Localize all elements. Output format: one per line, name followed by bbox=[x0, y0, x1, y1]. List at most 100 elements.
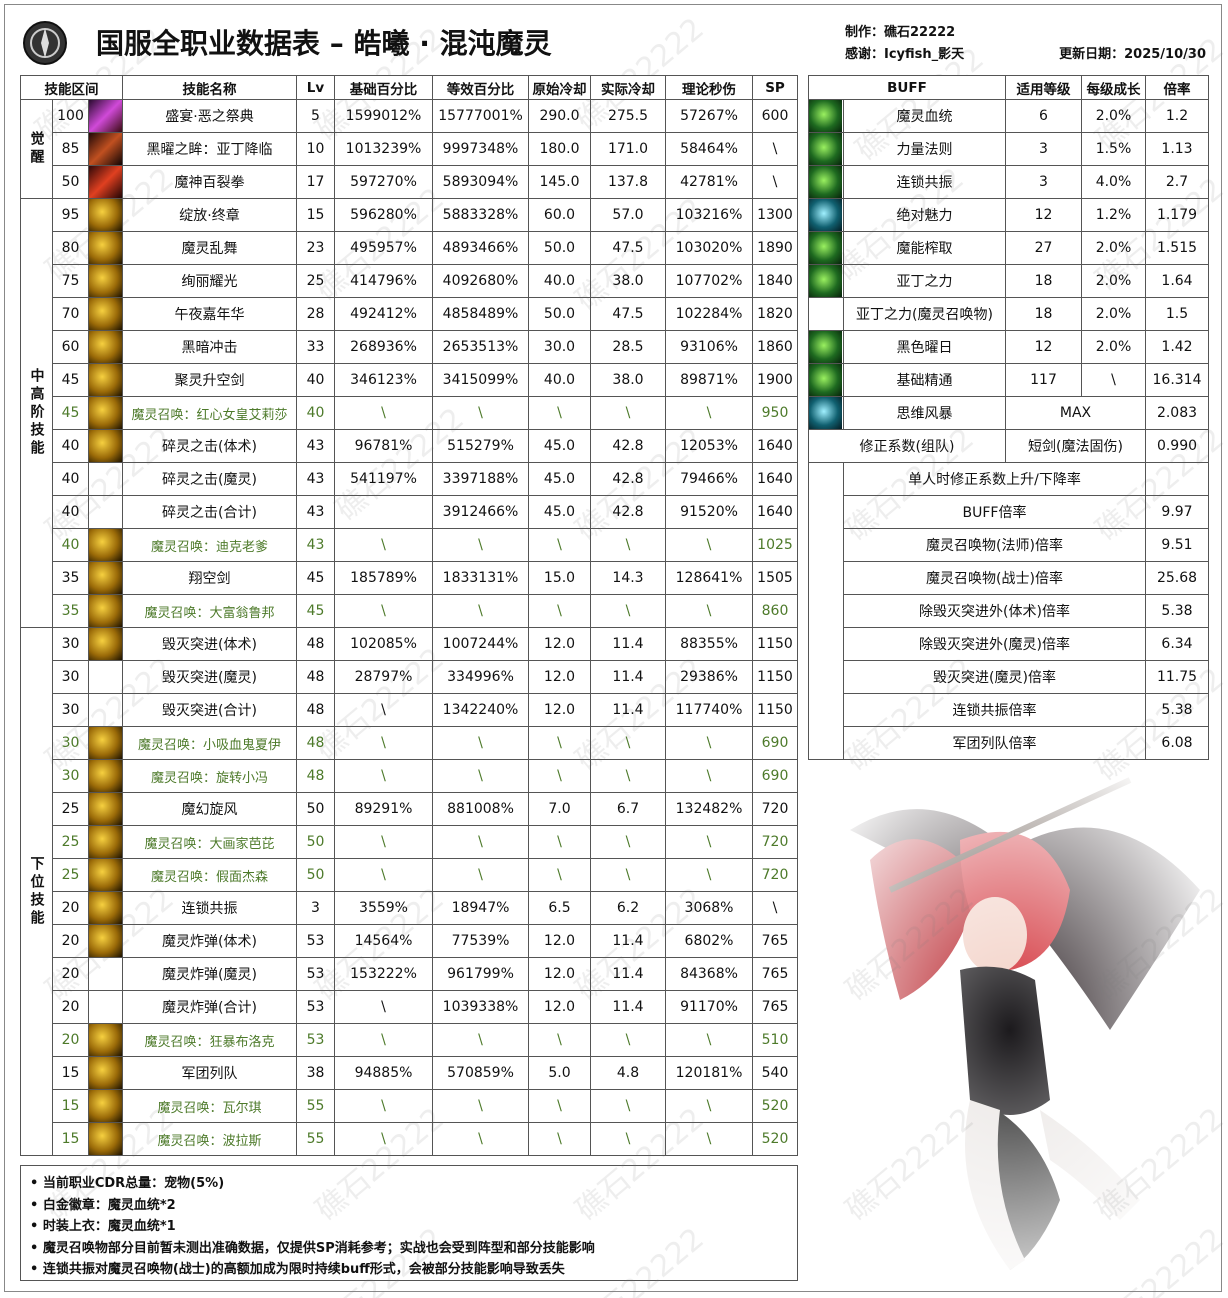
skill-cell: 18947% bbox=[432, 891, 529, 925]
skill-cell: 15 bbox=[52, 1122, 89, 1156]
skill-cell bbox=[334, 495, 433, 529]
skill-cell: 11.4 bbox=[590, 990, 666, 1024]
buff-growth: \ bbox=[1081, 363, 1146, 397]
skill-cell: 765 bbox=[752, 924, 798, 958]
skill-cell: 33 bbox=[296, 330, 335, 364]
skill-cell: 47.5 bbox=[590, 297, 666, 331]
skill-cell: 25 bbox=[296, 264, 335, 298]
skill-cell: 45.0 bbox=[528, 429, 591, 463]
skill-cell: \ bbox=[528, 1122, 591, 1156]
logo bbox=[23, 21, 67, 65]
skill-name: 魔灵乱舞 bbox=[122, 231, 297, 265]
skill-name: 碎灵之击(魔灵) bbox=[122, 462, 297, 496]
table-header: 倍率 bbox=[1145, 75, 1209, 100]
buff-rate: 1.515 bbox=[1145, 231, 1209, 265]
skill-cell: 4858489% bbox=[432, 297, 529, 331]
skill-cell: 30 bbox=[52, 726, 89, 760]
skill-cell: 102085% bbox=[334, 627, 433, 661]
skill-cell: \ bbox=[665, 726, 753, 760]
skill-name: 绽放·终章 bbox=[122, 198, 297, 232]
skill-icon bbox=[89, 232, 122, 264]
skill-cell: 20 bbox=[52, 990, 89, 1024]
skill-cell: \ bbox=[590, 1122, 666, 1156]
skill-cell: 25 bbox=[52, 792, 89, 826]
buff-growth: 4.0% bbox=[1081, 165, 1146, 199]
buff-level: 18 bbox=[1005, 264, 1082, 298]
buff-growth: 1.5% bbox=[1081, 132, 1146, 166]
frame bbox=[4, 4, 1222, 1292]
icon-cell bbox=[808, 297, 844, 331]
skill-icon bbox=[89, 826, 122, 858]
skill-cell: 4.8 bbox=[590, 1056, 666, 1090]
skill-cell: 47.5 bbox=[590, 231, 666, 265]
skill-icon bbox=[89, 430, 122, 462]
buff-level: 27 bbox=[1005, 231, 1082, 265]
skill-cell: 95 bbox=[52, 198, 89, 232]
skill-cell: \ bbox=[665, 528, 753, 562]
skill-cell: 93106% bbox=[665, 330, 753, 364]
skill-cell: 48 bbox=[296, 627, 335, 661]
skill-cell: \ bbox=[590, 594, 666, 628]
skill-cell: 765 bbox=[752, 957, 798, 991]
ratio-label: 毁灭突进(魔灵)倍率 bbox=[843, 660, 1146, 694]
skill-cell: 50 bbox=[296, 858, 335, 892]
skill-cell: 1342240% bbox=[432, 693, 529, 727]
skill-cell: 48 bbox=[296, 726, 335, 760]
skill-cell: 950 bbox=[752, 396, 798, 430]
table-header: 适用等级 bbox=[1005, 75, 1082, 100]
skill-name: 魔灵召唤：波拉斯 bbox=[122, 1122, 297, 1156]
skill-cell: \ bbox=[432, 1122, 529, 1156]
skill-cell: \ bbox=[665, 825, 753, 859]
icon-cell bbox=[88, 495, 123, 529]
skill-cell: 45.0 bbox=[528, 462, 591, 496]
skill-cell: \ bbox=[432, 858, 529, 892]
skill-cell: 137.8 bbox=[590, 165, 666, 199]
buff-name: 魔灵血统 bbox=[843, 99, 1006, 133]
skill-cell: 15 bbox=[296, 198, 335, 232]
ratio-value: 9.51 bbox=[1145, 528, 1209, 562]
table-header: 每级成长 bbox=[1081, 75, 1146, 100]
skill-cell: 102284% bbox=[665, 297, 753, 331]
skill-name: 毁灭突进(魔灵) bbox=[122, 660, 297, 694]
skill-cell: 180.0 bbox=[528, 132, 591, 166]
skill-name: 盛宴·恶之祭典 bbox=[122, 99, 297, 133]
skill-cell: 20 bbox=[52, 957, 89, 991]
skill-icon bbox=[809, 331, 842, 363]
buff-level: MAX bbox=[1005, 396, 1146, 430]
skill-cell: 6802% bbox=[665, 924, 753, 958]
skill-name: 魔神百裂拳 bbox=[122, 165, 297, 199]
skill-cell: 1890 bbox=[752, 231, 798, 265]
buff-growth: 1.2% bbox=[1081, 198, 1146, 232]
skill-cell: 1150 bbox=[752, 693, 798, 727]
skill-cell: \ bbox=[528, 825, 591, 859]
skill-cell: 30 bbox=[52, 759, 89, 793]
skill-cell: 45 bbox=[296, 561, 335, 595]
skill-cell: 5883328% bbox=[432, 198, 529, 232]
skill-name: 黑暗冲击 bbox=[122, 330, 297, 364]
skill-cell: 346123% bbox=[334, 363, 433, 397]
ratio-value: 6.34 bbox=[1145, 627, 1209, 661]
skill-cell: \ bbox=[528, 759, 591, 793]
buff-rate: 1.179 bbox=[1145, 198, 1209, 232]
skill-name: 聚灵升空剑 bbox=[122, 363, 297, 397]
skill-cell: 495957% bbox=[334, 231, 433, 265]
skill-cell: 1599012% bbox=[334, 99, 433, 133]
skill-cell: \ bbox=[334, 1023, 433, 1057]
skill-name: 魔灵召唤：狂暴布洛克 bbox=[122, 1023, 297, 1057]
buff-name: 亚丁之力(魔灵召唤物) bbox=[843, 297, 1006, 331]
skill-cell: 1820 bbox=[752, 297, 798, 331]
skill-cell: 1025 bbox=[752, 528, 798, 562]
skill-icon bbox=[809, 100, 842, 132]
skill-name: 魔灵炸弹(合计) bbox=[122, 990, 297, 1024]
table-header: 实际冷却 bbox=[590, 75, 666, 100]
skill-cell: 600 bbox=[752, 99, 798, 133]
buff-name: 思维风暴 bbox=[843, 396, 1006, 430]
skill-cell: 42781% bbox=[665, 165, 753, 199]
blank-cell bbox=[808, 462, 844, 760]
skill-cell: 1013239% bbox=[334, 132, 433, 166]
skill-name: 碎灵之击(合计) bbox=[122, 495, 297, 529]
skill-cell: 14.3 bbox=[590, 561, 666, 595]
skill-cell: 96781% bbox=[334, 429, 433, 463]
skill-cell: 55 bbox=[296, 1122, 335, 1156]
buff-rate: 2.7 bbox=[1145, 165, 1209, 199]
